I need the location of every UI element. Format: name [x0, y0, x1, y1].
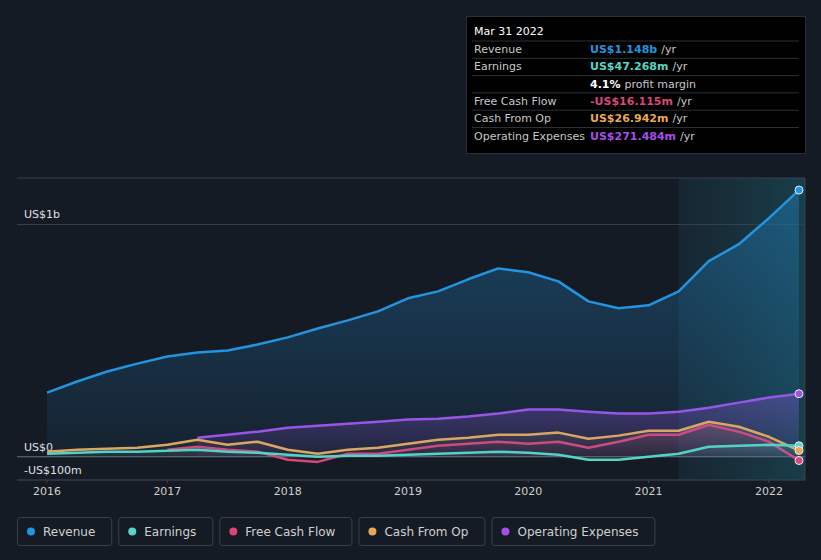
x-tick-label: 2017: [153, 485, 181, 498]
tooltip-value: US$26.942m: [590, 112, 668, 125]
series-line: [47, 190, 799, 393]
tooltip-unit: /yr: [680, 130, 695, 143]
x-tick: [768, 480, 769, 483]
tooltip-box: [467, 17, 806, 154]
legend-item: Earnings: [119, 518, 213, 546]
tooltip-margin-label: profit margin: [625, 78, 697, 91]
x-tick-label: 2021: [635, 485, 663, 498]
x-tick-label: 2016: [33, 485, 61, 498]
legend-dot: [229, 528, 237, 536]
x-tick-label: 2020: [514, 485, 542, 498]
tooltip-label: Free Cash Flow: [474, 95, 557, 108]
tooltip-sep: [472, 127, 799, 128]
tooltip-value: -US$16.115m: [590, 95, 673, 108]
frame-bottom: [17, 480, 805, 481]
legend-dot: [501, 528, 509, 536]
x-tick: [648, 480, 649, 483]
chart: -US$100mUS$0US$1b20162017201820192020202…: [0, 0, 821, 560]
frame-right: [805, 178, 806, 480]
grid-line: [17, 224, 805, 225]
x-tick: [407, 480, 408, 483]
legend-item: Revenue: [18, 518, 112, 546]
legend-label: Cash From Op: [384, 525, 468, 539]
tooltip-value: US$47.268m: [590, 60, 668, 73]
x-tick: [47, 480, 48, 483]
x-tick: [287, 480, 288, 483]
legend-label: Operating Expenses: [517, 525, 638, 539]
tooltip-sep: [472, 41, 799, 42]
end-dot: [795, 457, 803, 465]
legend-label: Earnings: [144, 525, 196, 539]
legend-item: Operating Expenses: [492, 518, 655, 546]
x-tick-label: 2018: [274, 485, 302, 498]
tooltip-value: US$1.148b: [590, 43, 657, 56]
y-tick-label: US$1b: [24, 208, 60, 221]
tooltip-label: Revenue: [474, 43, 522, 56]
tooltip-label: Earnings: [474, 60, 522, 73]
tooltip-unit: /yr: [661, 43, 676, 56]
tooltip-sep: [472, 110, 799, 111]
tooltip-sep: [472, 92, 799, 93]
tooltip-unit: /yr: [672, 112, 687, 125]
tooltip-value: US$271.484m: [590, 130, 676, 143]
tooltip-label: Operating Expenses: [474, 130, 585, 143]
legend-item: Free Cash Flow: [220, 518, 352, 546]
tooltip-sep: [472, 75, 799, 76]
tooltip-label: Cash From Op: [474, 112, 551, 125]
frame-top: [17, 178, 805, 179]
legend-box: [492, 518, 655, 546]
legend-dot: [27, 528, 35, 536]
legend-box: [220, 518, 352, 546]
legend-dot: [368, 528, 376, 536]
tooltip-date: Mar 31 2022: [474, 25, 544, 38]
end-dot: [795, 390, 803, 398]
tooltip-unit: /yr: [677, 95, 692, 108]
end-dot: [795, 447, 803, 455]
legend-box: [359, 518, 485, 546]
y-tick-label: -US$100m: [24, 464, 82, 477]
series-area: [47, 190, 799, 457]
x-tick: [167, 480, 168, 483]
legend-label: Revenue: [43, 525, 95, 539]
legend-item: Cash From Op: [359, 518, 485, 546]
tooltip: Mar 31 2022 Revenue US$1.148b/yr Earnings US…: [467, 17, 806, 154]
series-group: [47, 186, 803, 464]
legend-box: [18, 518, 112, 546]
tooltip-margin-value: 4.1%: [590, 78, 621, 91]
x-tick: [528, 480, 529, 483]
end-dot: [795, 186, 803, 194]
legend-label: Free Cash Flow: [245, 525, 335, 539]
tooltip-unit: /yr: [672, 60, 687, 73]
tooltip-sep: [472, 58, 799, 59]
x-tick-label: 2019: [394, 485, 422, 498]
legend-box: [119, 518, 213, 546]
grid-line: [17, 480, 805, 481]
legend-dot: [128, 528, 136, 536]
x-tick-label: 2022: [755, 485, 783, 498]
